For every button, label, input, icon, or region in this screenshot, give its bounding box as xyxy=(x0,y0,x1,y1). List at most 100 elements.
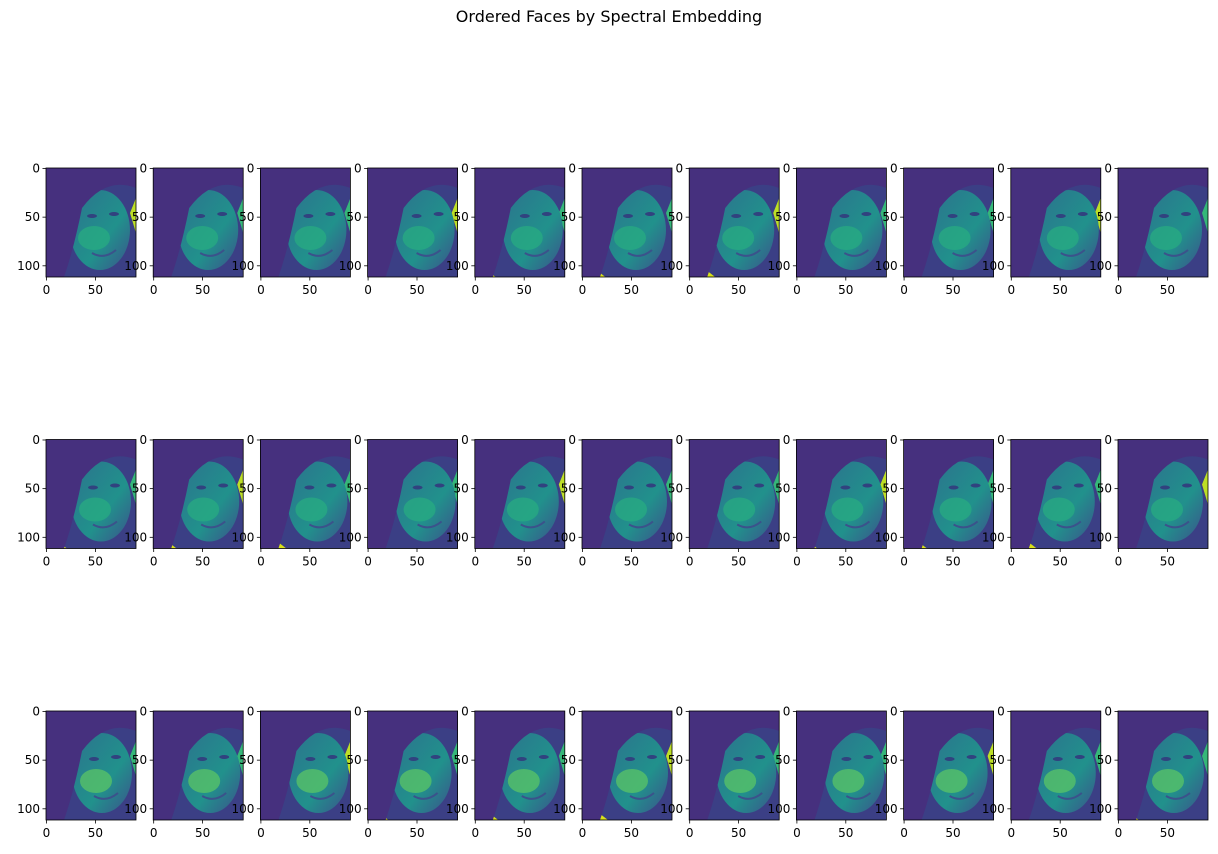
subplot: 0 50 0 50 100 xyxy=(875,433,994,569)
y-tick-label: 0 xyxy=(247,433,255,447)
x-tick-label: 50 xyxy=(409,283,424,297)
bright-edge xyxy=(987,469,994,505)
x-tick-label: 50 xyxy=(1053,555,1068,569)
x-tick-label: 0 xyxy=(900,826,908,840)
face-image xyxy=(796,168,887,277)
eye xyxy=(647,755,657,759)
axes-frame xyxy=(903,710,994,821)
face-image xyxy=(689,711,780,820)
y-tick-label: 50 xyxy=(132,482,147,496)
y-tick-label: 0 xyxy=(997,433,1005,447)
hair xyxy=(1010,168,1101,277)
y-tick-label: 50 xyxy=(561,482,576,496)
eye xyxy=(537,483,548,488)
x-tick-label: 50 xyxy=(302,826,317,840)
cheek xyxy=(510,226,543,250)
axes-frame xyxy=(1010,167,1102,278)
mouth xyxy=(199,249,225,257)
y-tick-label: 100 xyxy=(553,530,576,544)
y-tick-label: 100 xyxy=(982,530,1005,544)
eye xyxy=(623,214,633,218)
x-tick-label: 50 xyxy=(88,826,103,840)
subplot: 0 50 0 50 100 xyxy=(1089,704,1209,840)
eye xyxy=(755,755,766,759)
y-tick-label: 100 xyxy=(446,530,469,544)
y-tick-label: 100 xyxy=(446,259,469,273)
axes-frame xyxy=(45,439,137,549)
axes-frame xyxy=(1117,710,1209,821)
x-tick-label: 0 xyxy=(686,826,694,840)
eye xyxy=(408,757,419,761)
subplot: 0 50 0 50 100 xyxy=(660,433,780,569)
y-tick-label: 100 xyxy=(17,530,40,544)
eye xyxy=(538,755,549,759)
cheek xyxy=(935,769,968,793)
hair xyxy=(260,711,351,820)
cheek xyxy=(1151,497,1183,522)
eye xyxy=(624,485,634,490)
eye xyxy=(1161,757,1171,761)
bright-edge xyxy=(880,469,887,505)
eye xyxy=(944,757,955,761)
face-image xyxy=(903,711,994,820)
cheek xyxy=(614,226,646,250)
eye xyxy=(325,212,336,216)
axes-frame xyxy=(367,439,459,549)
axes-frame xyxy=(688,439,780,549)
y-tick-label: 0 xyxy=(890,161,898,175)
hair xyxy=(582,168,672,277)
eye xyxy=(646,483,656,488)
eye xyxy=(1051,485,1062,490)
hair xyxy=(903,439,994,549)
y-tick-label: 0 xyxy=(354,704,362,718)
hair xyxy=(689,168,780,277)
y-tick-label: 50 xyxy=(990,753,1005,767)
hair xyxy=(367,168,458,277)
x-tick-label: 50 xyxy=(624,283,639,297)
y-tick-label: 50 xyxy=(239,753,254,767)
hair xyxy=(582,439,672,549)
bright-edge xyxy=(987,198,994,233)
eye xyxy=(411,214,422,218)
face-image xyxy=(1118,711,1208,820)
axes-frame xyxy=(367,710,459,821)
eye xyxy=(218,483,229,488)
x-tick-label: 0 xyxy=(257,555,265,569)
hair xyxy=(260,439,351,549)
face-image xyxy=(903,168,994,277)
bright-edge xyxy=(880,198,887,233)
x-tick-label: 50 xyxy=(302,283,317,297)
x-tick-label: 50 xyxy=(517,555,532,569)
y-tick-label: 0 xyxy=(354,433,362,447)
eye xyxy=(111,755,121,759)
cheek xyxy=(78,226,110,250)
face-image xyxy=(474,439,565,549)
hair xyxy=(1010,439,1101,549)
eye xyxy=(733,757,744,761)
mouth xyxy=(417,520,443,529)
cheek xyxy=(187,497,220,522)
hair xyxy=(796,439,887,549)
y-tick-label: 50 xyxy=(1097,210,1112,224)
axes-frame xyxy=(45,710,137,821)
mouth xyxy=(1163,249,1189,257)
axes-frame xyxy=(367,167,459,278)
y-tick-label: 50 xyxy=(882,753,897,767)
eye xyxy=(217,212,228,216)
x-tick-label: 50 xyxy=(945,283,960,297)
eye xyxy=(515,485,526,490)
y-tick-label: 100 xyxy=(1089,530,1112,544)
face-image xyxy=(46,168,136,277)
subplot: 0 50 0 50 100 xyxy=(660,161,780,297)
subplot: 0 50 0 50 100 xyxy=(1089,433,1209,569)
x-tick-label: 50 xyxy=(624,826,639,840)
eye xyxy=(841,757,852,761)
cheek xyxy=(722,226,755,250)
face-image xyxy=(1118,168,1208,277)
subplot: 0 50 0 50 100 xyxy=(17,433,137,569)
bright-edge xyxy=(558,469,565,505)
hair xyxy=(260,168,351,277)
face-image xyxy=(1010,711,1101,820)
x-tick-label: 0 xyxy=(257,283,265,297)
bright-edge xyxy=(1094,198,1101,233)
